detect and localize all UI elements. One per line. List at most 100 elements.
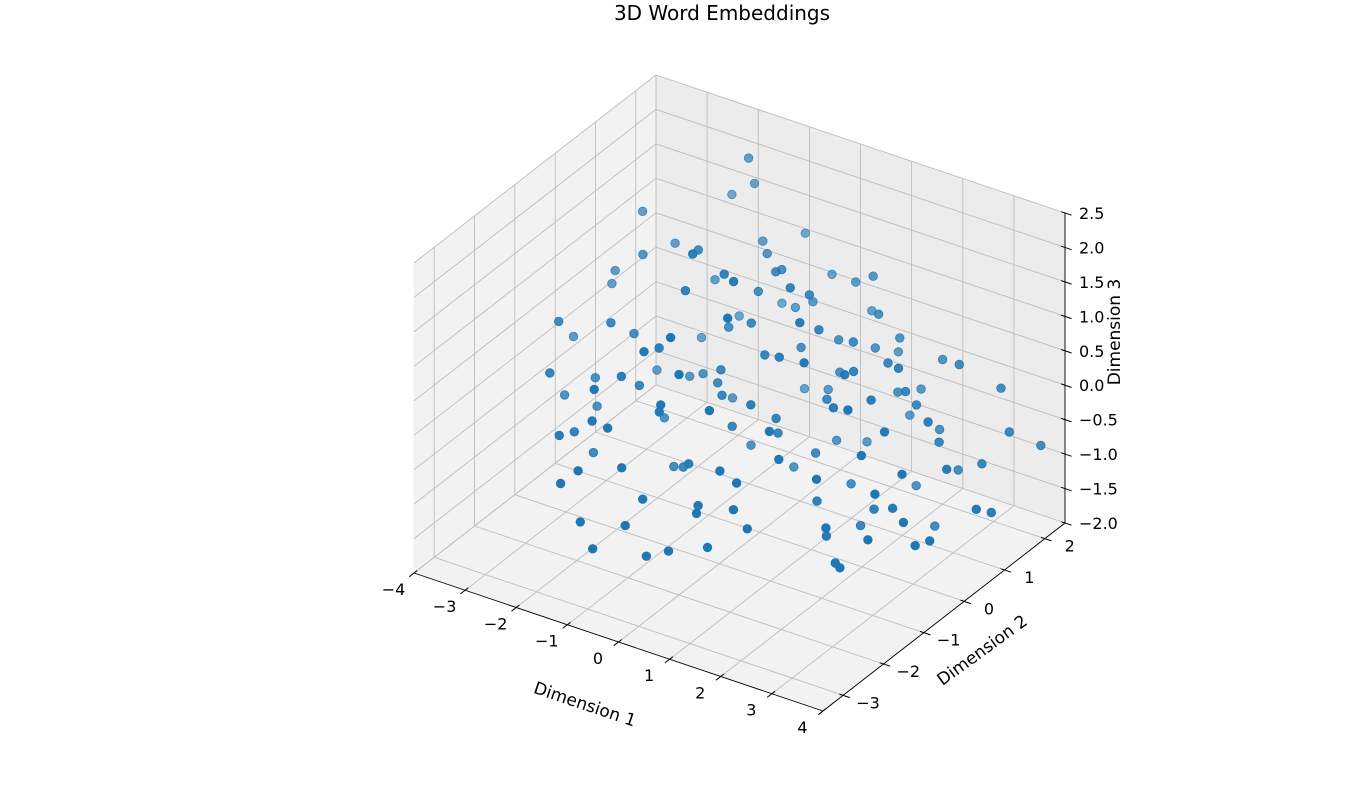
data-point	[749, 178, 760, 189]
y-tick-label: −3	[856, 693, 880, 712]
grid-line-z-wall	[413, 315, 657, 505]
data-point	[731, 478, 742, 488]
data-point	[715, 466, 725, 476]
tick-labels: −4−3−2−101234−3−2−1012−2.0−1.5−1.0−0.50.…	[382, 204, 1118, 737]
grid-line-z-back	[655, 281, 1066, 421]
data-point	[724, 322, 734, 332]
z-tick-label: −1.0	[1079, 445, 1118, 464]
data-point	[873, 309, 884, 319]
data-point	[719, 269, 729, 279]
data-point	[637, 206, 648, 217]
z-tick-label: 0.0	[1079, 376, 1104, 395]
data-point	[753, 286, 764, 297]
z-tick	[1061, 245, 1072, 251]
y-tick-label: −1	[937, 631, 961, 650]
y-tick	[839, 693, 850, 699]
data-point	[588, 447, 599, 458]
data-point	[789, 462, 799, 472]
data-point	[771, 267, 781, 277]
data-point	[758, 236, 768, 246]
data-point	[610, 265, 620, 276]
x-tick-label: −4	[382, 580, 406, 599]
data-point	[795, 318, 805, 328]
data-point	[656, 400, 666, 410]
data-point	[925, 536, 935, 546]
data-point	[923, 417, 933, 427]
grid-line-z-wall	[413, 281, 657, 471]
data-point	[996, 383, 1006, 393]
data-point	[559, 390, 570, 400]
data-point	[773, 428, 783, 438]
data-point	[840, 370, 850, 380]
data-point	[652, 365, 662, 375]
data-point	[762, 248, 772, 259]
data-point	[971, 504, 982, 515]
data-point	[723, 313, 733, 323]
z-axis-label: Dimension 3	[1105, 279, 1125, 386]
data-point	[665, 332, 676, 343]
data-point	[934, 437, 944, 447]
data-point	[588, 544, 598, 554]
data-point	[911, 400, 922, 410]
x-tick	[664, 656, 674, 664]
data-point	[811, 474, 822, 485]
data-point	[893, 347, 904, 357]
data-point	[696, 332, 707, 343]
z-tick	[1061, 280, 1072, 285]
data-point	[603, 423, 613, 433]
data-point	[866, 395, 876, 405]
grid-line-z-wall	[413, 74, 657, 264]
grid-line-x-floor	[516, 419, 759, 608]
data-point	[910, 540, 920, 551]
data-point	[704, 405, 715, 416]
data-point	[848, 337, 859, 347]
data-point	[937, 354, 948, 365]
x-tick-label: 1	[644, 666, 654, 685]
x-tick-label: −1	[535, 632, 559, 651]
data-point	[868, 271, 878, 281]
data-point	[555, 478, 566, 489]
data-point	[634, 380, 645, 391]
data-point	[1004, 427, 1015, 437]
data-point	[684, 459, 694, 469]
data-point	[799, 384, 810, 394]
grid-line-z-back	[655, 315, 1066, 455]
data-point	[568, 331, 579, 342]
data-point	[727, 421, 737, 432]
data-point	[942, 464, 952, 475]
grid-line-z-wall	[413, 177, 657, 367]
x-tick-label: −2	[484, 615, 508, 634]
x-tick	[408, 570, 418, 578]
grid-line-y-floor	[474, 525, 884, 665]
z-tick	[1061, 314, 1072, 320]
data-point	[883, 358, 893, 368]
x-tick	[460, 587, 469, 595]
data-point	[977, 459, 987, 469]
data-point	[879, 427, 890, 437]
z-tick-label: −2.0	[1079, 514, 1118, 533]
data-point	[670, 238, 680, 248]
data-point	[954, 359, 965, 370]
data-point	[893, 363, 904, 374]
x-tick-label: 2	[695, 684, 705, 703]
data-point	[771, 413, 781, 424]
data-point	[822, 394, 832, 405]
data-point	[827, 269, 837, 280]
grid-line-x-floor	[771, 505, 1015, 695]
z-tick	[1061, 349, 1072, 354]
data-point	[764, 426, 775, 437]
data-point	[746, 440, 756, 450]
data-point	[606, 318, 616, 328]
data-point	[799, 358, 809, 368]
data-point	[617, 463, 627, 473]
data-point	[589, 384, 599, 395]
grid-line-x-floor	[720, 488, 964, 677]
data-point	[898, 517, 909, 528]
data-point	[930, 521, 940, 531]
data-point	[746, 318, 757, 328]
grid-line-x-floor	[464, 401, 708, 591]
data-point	[911, 481, 921, 491]
data-point	[790, 302, 801, 313]
data-point	[887, 503, 898, 514]
data-point	[702, 542, 713, 553]
